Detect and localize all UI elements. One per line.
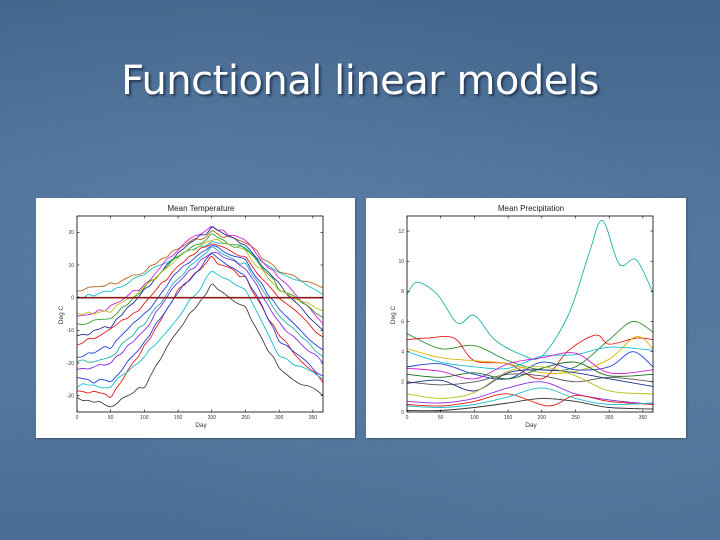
y-axis-label: Deg C [58, 305, 65, 324]
series-line [407, 373, 653, 386]
svg-text:250: 250 [571, 415, 580, 421]
precipitation-axes: 0 50 100 150 200 250 300 350 12 10 8 6 4 2 0 [398, 215, 654, 421]
series-line [77, 241, 323, 299]
series-line [77, 270, 323, 389]
y-axis-label: Deg C [390, 305, 397, 324]
svg-text:50: 50 [438, 415, 444, 421]
svg-text:350: 350 [639, 415, 648, 421]
temperature-chart-panel: Mean Temperature 0 50 100 150 200 250 300 350 20… [36, 198, 355, 438]
svg-text:150: 150 [174, 415, 183, 421]
svg-text:12: 12 [398, 229, 404, 235]
svg-text:0: 0 [406, 415, 409, 421]
svg-text:350: 350 [309, 415, 318, 421]
series-line [77, 253, 323, 384]
series-line [407, 369, 653, 392]
temperature-curves [77, 225, 323, 408]
svg-text:2: 2 [401, 380, 404, 386]
series-line [407, 351, 653, 380]
svg-text:0: 0 [76, 415, 79, 421]
precipitation-chart-panel: Mean Precipitation 0 50 100 150 200 250 300 350… [366, 198, 686, 438]
svg-text:4: 4 [401, 349, 404, 355]
chart-title: Mean Temperature [168, 204, 236, 213]
temperature-chart: Mean Temperature 0 50 100 150 200 250 300 35020… [58, 204, 324, 429]
series-line [407, 220, 653, 360]
series-line [407, 346, 653, 370]
svg-text:200: 200 [208, 415, 217, 421]
series-line [77, 225, 323, 325]
series-line [407, 381, 653, 405]
svg-text:300: 300 [275, 415, 284, 421]
series-line [77, 283, 323, 408]
precipitation-chart: Mean Precipitation 0 50 100 150 200 250 300 350… [390, 204, 654, 429]
series-line [77, 230, 323, 292]
series-line [407, 334, 653, 380]
svg-text:0: 0 [71, 295, 74, 301]
svg-text:0: 0 [401, 410, 404, 416]
svg-text:100: 100 [140, 415, 149, 421]
svg-text:-20: -20 [67, 361, 74, 367]
svg-text:8: 8 [401, 289, 404, 295]
series-line [407, 397, 653, 412]
svg-text:250: 250 [241, 415, 250, 421]
svg-text:20: 20 [68, 230, 74, 236]
x-axis-label: Day [195, 422, 207, 429]
series-line [77, 246, 323, 363]
series-line [77, 226, 323, 337]
series-line [407, 393, 653, 407]
series-line [77, 233, 323, 326]
series-line [407, 387, 653, 408]
svg-text:50: 50 [108, 415, 114, 421]
svg-text:300: 300 [605, 415, 614, 421]
svg-text:-10: -10 [67, 328, 74, 334]
series-line [407, 352, 653, 380]
svg-text:100: 100 [470, 415, 479, 421]
chart-title: Mean Precipitation [498, 204, 564, 213]
precipitation-curves [407, 220, 653, 412]
slide-title: Functional linear models [121, 58, 599, 104]
series-line [407, 366, 653, 399]
series-line [77, 252, 323, 370]
series-line [407, 336, 653, 374]
svg-text:200: 200 [538, 415, 547, 421]
svg-text:10: 10 [68, 263, 74, 269]
series-line [77, 245, 323, 358]
series-line [77, 238, 323, 315]
svg-text:6: 6 [401, 319, 404, 325]
svg-text:10: 10 [398, 259, 404, 265]
svg-text:-30: -30 [67, 393, 74, 399]
svg-text:150: 150 [504, 415, 513, 421]
x-axis-label: Day [525, 422, 537, 429]
series-line [77, 243, 323, 346]
